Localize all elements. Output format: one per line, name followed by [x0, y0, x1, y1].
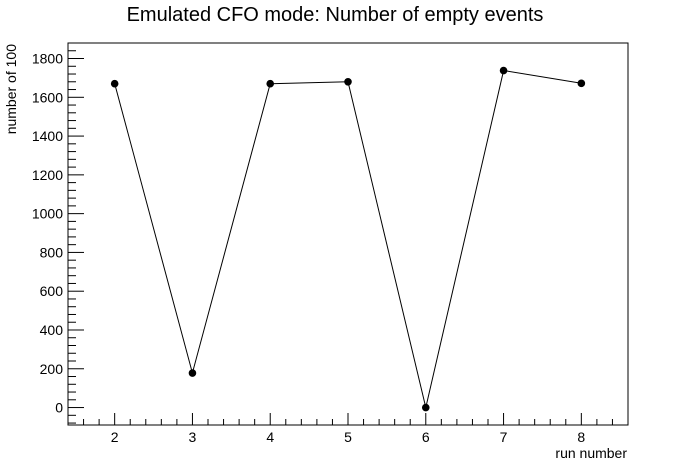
y-tick-label: 600: [40, 283, 64, 299]
x-tick-label: 8: [577, 429, 585, 445]
y-tick-label: 200: [40, 361, 64, 377]
data-point: [499, 66, 508, 75]
x-tick-label: 2: [111, 429, 119, 445]
data-point: [344, 77, 352, 86]
y-tick-label: 1400: [32, 128, 63, 144]
data-point: [421, 403, 430, 412]
x-tick-label: 3: [189, 429, 197, 445]
y-tick-label: 0: [55, 400, 63, 416]
y-tick-label: 1600: [32, 89, 63, 105]
x-axis-label: run number: [555, 445, 627, 461]
y-tick-label: 1000: [32, 206, 63, 222]
x-tick-label: 5: [344, 429, 352, 445]
y-axis-label: number of 100: [3, 44, 19, 134]
x-axis: 2 3 4 5 6 7 8: [111, 413, 585, 445]
x-tick-label: 4: [266, 429, 274, 445]
y-tick-label: 1800: [32, 51, 63, 67]
series-layer: [110, 66, 586, 412]
y-minor-ticks: [68, 42, 76, 424]
data-point: [266, 79, 275, 88]
series-line: [114, 69, 582, 408]
x-tick-label: 7: [500, 429, 508, 445]
chart-title: Emulated CFO mode: Number of empty event…: [127, 4, 544, 26]
y-axis: 0 200 400 600 800 1000 1200 1400 1600 1800: [32, 51, 84, 416]
plot-frame: [67, 42, 629, 426]
data-point: [110, 79, 119, 88]
data-point: [577, 79, 586, 88]
y-tick-label: 1200: [32, 167, 63, 183]
y-tick-label: 400: [40, 322, 64, 338]
data-point: [188, 369, 197, 377]
x-tick-label: 6: [422, 429, 430, 445]
x-minor-ticks: [67, 419, 629, 425]
y-tick-label: 800: [40, 244, 64, 260]
